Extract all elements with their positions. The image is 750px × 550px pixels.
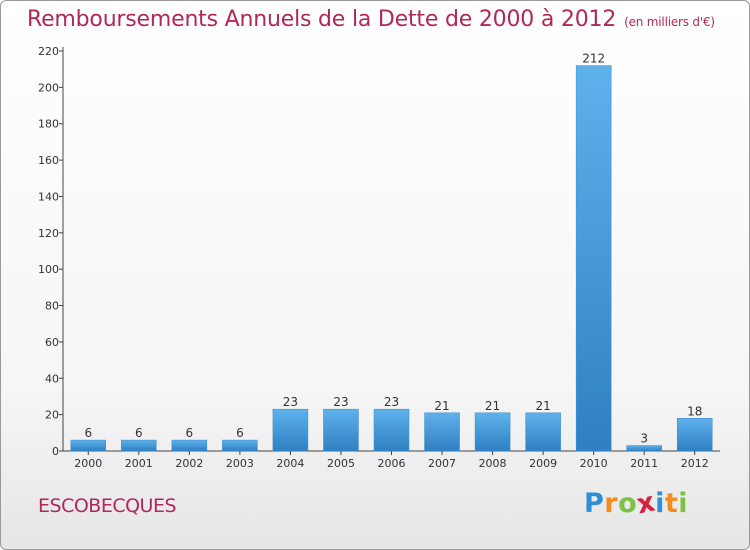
chart-title: Remboursements Annuels de la Dette de 20…	[27, 7, 715, 32]
x-tick-label: 2001	[125, 457, 153, 470]
bar-value-label: 6	[84, 426, 92, 440]
logo-letter: r	[604, 488, 619, 519]
bar-value-label: 6	[135, 426, 143, 440]
chart-title-text: Remboursements Annuels de la Dette de 20…	[27, 7, 617, 32]
bar-2003	[222, 439, 258, 452]
x-tick-label: 2012	[681, 457, 709, 470]
bar-2005	[323, 408, 359, 452]
bar-value-label: 21	[485, 399, 500, 413]
chart-subtitle: (en milliers d'€)	[624, 15, 715, 29]
y-tick-label: 60	[45, 336, 59, 349]
y-tick-label: 160	[38, 154, 59, 167]
y-tick-label: 200	[38, 81, 59, 94]
bar-value-label: 6	[236, 426, 244, 440]
bar-2009	[525, 412, 561, 452]
x-tick-label: 2003	[226, 457, 254, 470]
y-axis: 0 20 40 60 80 100 120 140 160 180 200 220	[38, 45, 64, 458]
bar-value-label: 6	[186, 426, 194, 440]
commune-name: ESCOBECQUES	[38, 495, 177, 517]
bar-value-label: 18	[687, 404, 702, 418]
x-tick-label: 2002	[175, 457, 203, 470]
y-tick-label: 140	[38, 190, 59, 203]
y-tick-label: 180	[38, 118, 59, 131]
bar-2002	[171, 439, 208, 452]
bar-value-label: 23	[333, 395, 348, 409]
y-tick-label: 100	[38, 263, 59, 276]
bar-2000	[70, 439, 107, 452]
y-tick-label: 20	[45, 409, 59, 422]
x-tick-label: 2005	[327, 457, 355, 470]
y-tick-label: 80	[45, 300, 59, 313]
bar-value-label: 21	[535, 399, 550, 413]
bar-2004	[272, 408, 309, 452]
bar-2012	[676, 418, 713, 452]
x-tick-label: 2004	[276, 457, 304, 470]
bar-value-label: 23	[283, 395, 298, 409]
x-tick-label: 2010	[580, 457, 608, 470]
x-axis: 2000 2001 2002 2003 2004 2005 2006 2007 2008 2009…	[63, 450, 720, 470]
bar-2001	[121, 439, 157, 452]
logo-letter: P	[584, 488, 605, 519]
bar-value-label: 3	[640, 432, 648, 446]
bar-value-label: 23	[384, 395, 399, 409]
y-tick-label: 0	[52, 445, 59, 458]
bar-value-label: 21	[434, 399, 449, 413]
x-tick-label: 2000	[74, 457, 102, 470]
y-tick-label: 120	[38, 227, 59, 240]
x-tick-label: 2007	[428, 457, 456, 470]
bar-2010	[575, 65, 612, 452]
x-tick-label: 2008	[479, 457, 507, 470]
y-tick-label: 40	[45, 372, 59, 385]
bar-2007	[424, 412, 460, 452]
logo-letter: o	[618, 488, 638, 519]
bar-value-label: 212	[582, 52, 605, 66]
bar-2006	[373, 408, 410, 452]
x-tick-label: 2006	[378, 457, 406, 470]
y-tick-label: 220	[38, 45, 59, 58]
x-tick-label: 2009	[529, 457, 557, 470]
logo-letter: i	[655, 488, 665, 519]
bar-2008	[474, 412, 511, 452]
x-tick-label: 2011	[630, 457, 658, 470]
logo-letter: t	[664, 488, 679, 519]
proxiti-logo: Proxiti	[584, 486, 689, 520]
bar-2011	[626, 445, 662, 452]
bars: 6 6 6 6 23 23 23 21 21 21 212 3 18	[70, 52, 713, 452]
logo-letter: i	[678, 488, 689, 519]
